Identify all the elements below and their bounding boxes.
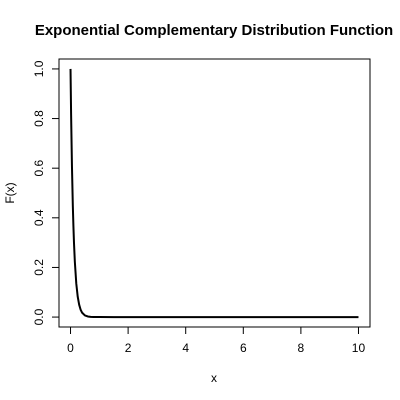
- y-tick-label: 0.2: [32, 259, 46, 276]
- y-tick-label: 0.6: [32, 160, 46, 177]
- y-tick-label: 0.4: [32, 209, 46, 226]
- x-axis-label: x: [211, 371, 217, 385]
- series-line: [69, 68, 359, 319]
- y-axis: 0.0 0.2 0.4 0.6 0.8 1.0: [32, 60, 60, 325]
- y-tick-label: 0.8: [32, 110, 46, 127]
- x-tick-label: 10: [352, 341, 366, 355]
- y-tick-label: 1.0: [32, 60, 46, 77]
- chart-title: Exponential Complementary Distribution F…: [35, 22, 393, 39]
- x-tick-label: 0: [67, 341, 74, 355]
- x-axis: 0 2 4 6 8 10: [67, 326, 366, 355]
- x-tick-label: 6: [240, 341, 247, 355]
- x-tick-label: 2: [125, 341, 132, 355]
- plot-frame: [58, 58, 371, 328]
- x-tick-label: 4: [182, 341, 189, 355]
- y-tick-label: 0.0: [32, 308, 46, 325]
- y-axis-label: F(x): [3, 182, 17, 203]
- x-tick-label: 8: [298, 341, 305, 355]
- series-group: [69, 68, 359, 319]
